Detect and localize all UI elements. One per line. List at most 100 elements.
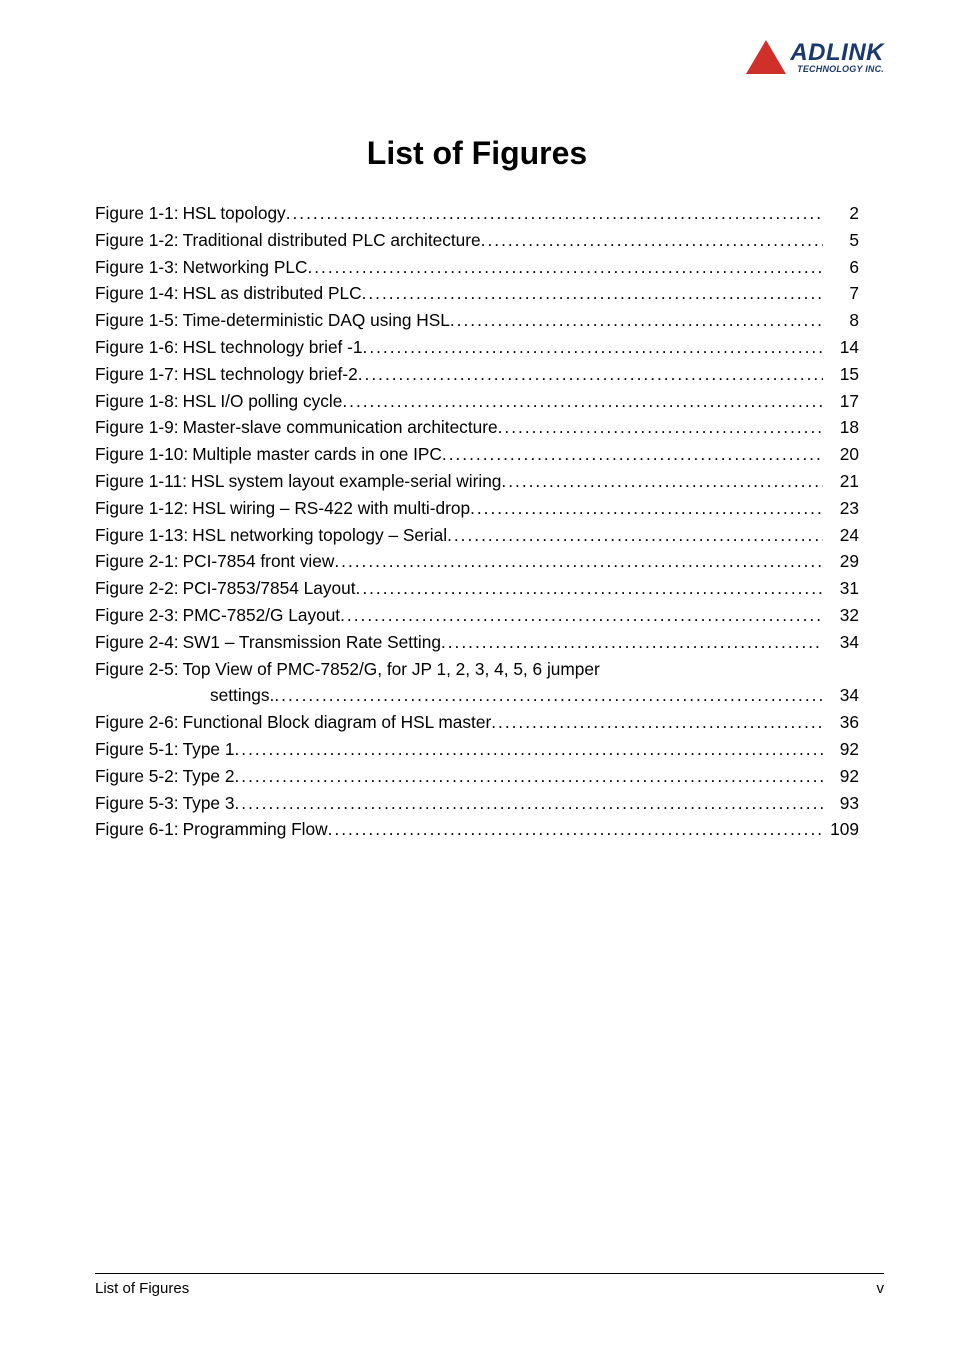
leader-dots bbox=[286, 200, 823, 227]
figure-entry: Figure 2-2: PCI-7853/7854 Layout31 bbox=[95, 575, 859, 602]
figure-entry: Figure 1-6: HSL technology brief -114 bbox=[95, 334, 859, 361]
logo: ADLINK TECHNOLOGY INC. bbox=[746, 40, 884, 74]
figure-entry: Figure 2-3: PMC-7852/G Layout32 bbox=[95, 602, 859, 629]
logo-main-text: ADLINK bbox=[790, 41, 884, 65]
leader-dots bbox=[491, 709, 823, 736]
leader-dots bbox=[234, 763, 823, 790]
figure-entry: Figure 5-1: Type 1 92 bbox=[95, 736, 859, 763]
figure-text: PCI-7853/7854 Layout bbox=[183, 575, 356, 602]
figure-text: PCI-7854 front view bbox=[183, 548, 335, 575]
figure-entry: Figure 2-4: SW1 – Transmission Rate Sett… bbox=[95, 629, 859, 656]
figure-entry: Figure 1-5: Time-deterministic DAQ using… bbox=[95, 307, 859, 334]
leader-dots bbox=[358, 361, 823, 388]
footer-divider bbox=[95, 1273, 884, 1274]
figure-label: Figure 1-3: bbox=[95, 254, 183, 281]
figure-entry: Figure 1-11: HSL system layout example-s… bbox=[95, 468, 859, 495]
figure-page: 17 bbox=[823, 388, 859, 415]
leader-dots bbox=[274, 682, 823, 709]
figure-page: 109 bbox=[823, 816, 859, 843]
figure-entry: Figure 5-2: Type 292 bbox=[95, 763, 859, 790]
figure-entry: Figure 1-13: HSL networking topology – S… bbox=[95, 522, 859, 549]
figure-page: 92 bbox=[823, 763, 859, 790]
footer-right: v bbox=[877, 1280, 885, 1297]
figure-label: Figure 2-4: bbox=[95, 629, 183, 656]
figure-list: Figure 1-1: HSL topology2Figure 1-2: Tra… bbox=[95, 200, 859, 843]
figure-entry: Figure 1-7: HSL technology brief-2 15 bbox=[95, 361, 859, 388]
leader-dots bbox=[328, 816, 823, 843]
figure-entry: Figure 5-3: Type 393 bbox=[95, 790, 859, 817]
figure-text: HSL system layout example-serial wiring bbox=[191, 468, 502, 495]
figure-text: HSL as distributed PLC bbox=[183, 280, 362, 307]
figure-entry: Figure 1-10: Multiple master cards in on… bbox=[95, 441, 859, 468]
figure-label: Figure 1-4: bbox=[95, 280, 183, 307]
figure-label: Figure 1-7: bbox=[95, 361, 183, 388]
leader-dots bbox=[470, 495, 823, 522]
figure-page: 20 bbox=[823, 441, 859, 468]
figure-text: Networking PLC bbox=[183, 254, 308, 281]
figure-text: HSL technology brief-2 bbox=[183, 361, 358, 388]
leader-dots bbox=[307, 254, 823, 281]
figure-page: 8 bbox=[823, 307, 859, 334]
figure-label: Figure 1-2: bbox=[95, 227, 183, 254]
figure-entry: Figure 1-2: Traditional distributed PLC … bbox=[95, 227, 859, 254]
figure-page: 21 bbox=[823, 468, 859, 495]
figure-entry: Figure 1-3: Networking PLC6 bbox=[95, 254, 859, 281]
leader-dots bbox=[234, 790, 823, 817]
figure-page: 7 bbox=[823, 280, 859, 307]
figure-text: Top View of PMC-7852/G, for JP 1, 2, 3, … bbox=[183, 656, 600, 683]
footer: List of Figures v bbox=[95, 1273, 884, 1297]
figure-label: Figure 1-1: bbox=[95, 200, 183, 227]
figure-page: 5 bbox=[823, 227, 859, 254]
figure-text: SW1 – Transmission Rate Setting bbox=[183, 629, 441, 656]
leader-dots bbox=[442, 441, 823, 468]
figure-label: Figure 1-6: bbox=[95, 334, 183, 361]
figure-entry: Figure 6-1: Programming Flow 109 bbox=[95, 816, 859, 843]
leader-dots bbox=[342, 388, 823, 415]
figure-label: Figure 5-1: bbox=[95, 736, 183, 763]
figure-text: Type 1 bbox=[183, 736, 235, 763]
leader-dots bbox=[363, 334, 823, 361]
figure-page: 18 bbox=[823, 414, 859, 441]
logo-triangle-icon bbox=[746, 40, 786, 74]
leader-dots bbox=[340, 602, 823, 629]
figure-label: Figure 6-1: bbox=[95, 816, 183, 843]
figure-text: settings. bbox=[210, 682, 274, 709]
figure-text: Time-deterministic DAQ using HSL bbox=[183, 307, 450, 334]
figure-page: 34 bbox=[823, 682, 859, 709]
figure-page: 92 bbox=[823, 736, 859, 763]
figure-label: Figure 1-12: bbox=[95, 495, 192, 522]
figure-text: Type 3 bbox=[183, 790, 235, 817]
figure-text: Functional Block diagram of HSL master bbox=[183, 709, 492, 736]
figure-label: Figure 5-3: bbox=[95, 790, 183, 817]
logo-sub-text: TECHNOLOGY INC. bbox=[790, 65, 884, 74]
figure-label: Figure 2-3: bbox=[95, 602, 183, 629]
leader-dots bbox=[362, 280, 823, 307]
figure-label: Figure 1-13: bbox=[95, 522, 192, 549]
figure-entry: Figure 1-9: Master-slave communication a… bbox=[95, 414, 859, 441]
figure-page: 36 bbox=[823, 709, 859, 736]
figure-page: 32 bbox=[823, 602, 859, 629]
leader-dots bbox=[334, 548, 823, 575]
page-title: List of Figures bbox=[95, 135, 859, 172]
figure-entry-continuation: settings. 34 bbox=[95, 682, 859, 709]
leader-dots bbox=[441, 629, 823, 656]
figure-page: 2 bbox=[823, 200, 859, 227]
figure-text: Master-slave communication architecture bbox=[183, 414, 498, 441]
figure-text: HSL networking topology – Serial bbox=[192, 522, 447, 549]
footer-left: List of Figures bbox=[95, 1280, 189, 1297]
leader-dots bbox=[498, 414, 823, 441]
figure-text: Multiple master cards in one IPC bbox=[192, 441, 442, 468]
leader-dots bbox=[356, 575, 823, 602]
figure-page: 15 bbox=[823, 361, 859, 388]
figure-page: 34 bbox=[823, 629, 859, 656]
figure-entry: Figure 2-1: PCI-7854 front view29 bbox=[95, 548, 859, 575]
figure-text: Traditional distributed PLC architecture bbox=[183, 227, 481, 254]
figure-text: Programming Flow bbox=[183, 816, 328, 843]
figure-page: 23 bbox=[823, 495, 859, 522]
figure-page: 31 bbox=[823, 575, 859, 602]
figure-text: HSL technology brief -1 bbox=[183, 334, 363, 361]
figure-label: Figure 2-5: bbox=[95, 656, 183, 683]
logo-text: ADLINK TECHNOLOGY INC. bbox=[790, 41, 884, 74]
leader-dots bbox=[447, 522, 823, 549]
figure-text: HSL I/O polling cycle bbox=[183, 388, 343, 415]
